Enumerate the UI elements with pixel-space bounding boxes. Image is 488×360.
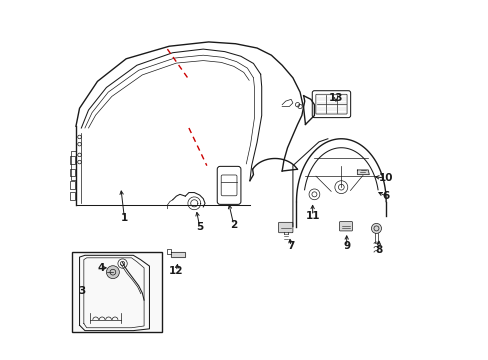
Text: 11: 11: [305, 211, 319, 221]
Text: 9: 9: [343, 241, 349, 251]
Text: 8: 8: [375, 245, 382, 255]
Text: 10: 10: [378, 173, 393, 183]
Bar: [70, 192, 75, 200]
Text: 2: 2: [230, 220, 237, 230]
Text: 6: 6: [382, 191, 389, 201]
Polygon shape: [357, 170, 368, 175]
Text: 13: 13: [328, 93, 343, 103]
Circle shape: [371, 224, 381, 233]
FancyBboxPatch shape: [339, 222, 352, 231]
Text: 1: 1: [121, 213, 128, 222]
Bar: [70, 156, 75, 164]
Text: 12: 12: [169, 266, 183, 276]
Bar: [70, 168, 75, 176]
Bar: [72, 252, 162, 332]
Bar: [70, 181, 75, 189]
Text: 3: 3: [79, 286, 86, 296]
FancyBboxPatch shape: [278, 222, 292, 233]
Polygon shape: [171, 252, 185, 257]
Circle shape: [106, 266, 119, 279]
Text: 7: 7: [287, 241, 294, 251]
Text: 5: 5: [196, 222, 203, 231]
Text: 4: 4: [97, 263, 104, 273]
